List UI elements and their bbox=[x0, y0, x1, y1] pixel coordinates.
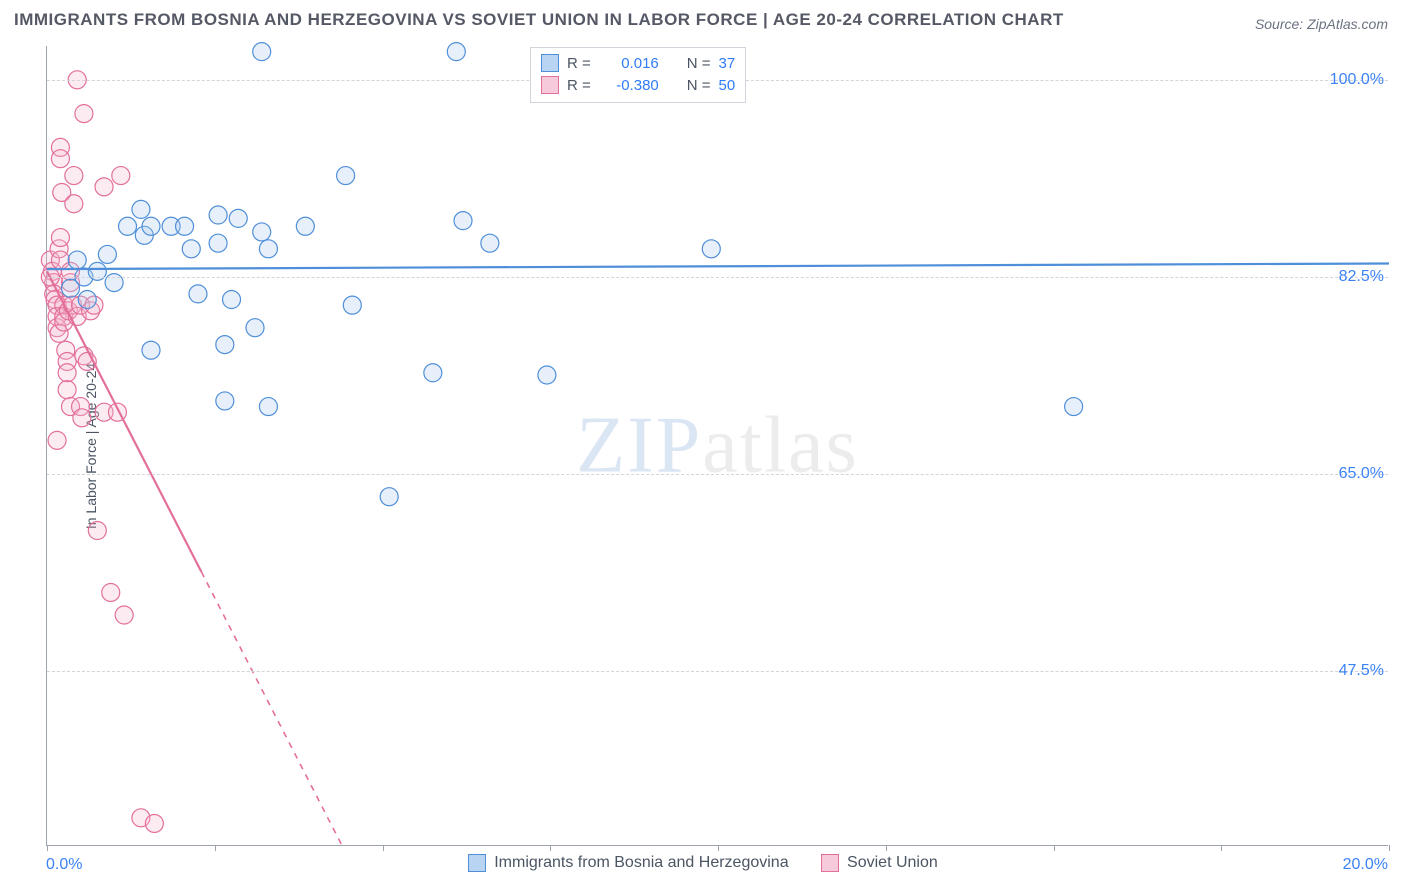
data-point-bosnia bbox=[447, 43, 465, 61]
data-point-soviet bbox=[51, 150, 69, 168]
legend-item-bosnia: Immigrants from Bosnia and Herzegovina bbox=[468, 854, 788, 872]
swatch-bosnia bbox=[468, 854, 486, 872]
data-point-bosnia bbox=[119, 217, 137, 235]
trendline-bosnia bbox=[47, 263, 1389, 269]
swatch-soviet bbox=[541, 76, 559, 94]
data-point-soviet bbox=[75, 105, 93, 123]
data-point-bosnia bbox=[454, 212, 472, 230]
data-point-soviet bbox=[112, 167, 130, 185]
data-point-bosnia bbox=[424, 364, 442, 382]
legend-label-bosnia: Immigrants from Bosnia and Herzegovina bbox=[494, 854, 788, 872]
data-point-soviet bbox=[65, 195, 83, 213]
legend-bottom: Immigrants from Bosnia and Herzegovina S… bbox=[0, 854, 1406, 877]
data-point-bosnia bbox=[702, 240, 720, 258]
data-point-bosnia bbox=[78, 291, 96, 309]
source-label: Source: ZipAtlas.com bbox=[1255, 16, 1388, 32]
scatter-svg bbox=[47, 46, 1389, 846]
data-point-bosnia bbox=[176, 217, 194, 235]
x-tick bbox=[886, 845, 887, 851]
n-value-bosnia: 37 bbox=[719, 55, 736, 72]
data-point-bosnia bbox=[1065, 398, 1083, 416]
x-axis-min-label: 0.0% bbox=[46, 856, 82, 874]
data-point-bosnia bbox=[380, 488, 398, 506]
r-label: R = bbox=[567, 77, 591, 94]
n-label: N = bbox=[687, 55, 711, 72]
data-point-bosnia bbox=[142, 341, 160, 359]
data-point-bosnia bbox=[253, 223, 271, 241]
y-tick-label: 100.0% bbox=[1330, 71, 1384, 89]
data-point-soviet bbox=[73, 409, 91, 427]
data-point-bosnia bbox=[253, 43, 271, 61]
chart-title: IMMIGRANTS FROM BOSNIA AND HERZEGOVINA V… bbox=[14, 10, 1064, 30]
n-value-soviet: 50 bbox=[719, 77, 736, 94]
legend-row-bosnia: R = 0.016 N = 37 bbox=[541, 52, 735, 74]
x-tick bbox=[1389, 845, 1390, 851]
data-point-soviet bbox=[102, 583, 120, 601]
x-tick bbox=[718, 845, 719, 851]
data-point-bosnia bbox=[481, 234, 499, 252]
data-point-bosnia bbox=[68, 251, 86, 269]
r-label: R = bbox=[567, 55, 591, 72]
x-tick bbox=[47, 845, 48, 851]
y-tick-label: 65.0% bbox=[1339, 465, 1384, 483]
data-point-soviet bbox=[51, 229, 69, 247]
data-point-bosnia bbox=[259, 398, 277, 416]
x-tick bbox=[1221, 845, 1222, 851]
legend-item-soviet: Soviet Union bbox=[821, 854, 938, 872]
data-point-bosnia bbox=[223, 291, 241, 309]
data-point-bosnia bbox=[189, 285, 207, 303]
data-point-soviet bbox=[115, 606, 133, 624]
data-point-bosnia bbox=[182, 240, 200, 258]
data-point-soviet bbox=[48, 431, 66, 449]
data-point-soviet bbox=[145, 814, 163, 832]
x-tick bbox=[383, 845, 384, 851]
data-point-soviet bbox=[65, 167, 83, 185]
data-point-soviet bbox=[95, 178, 113, 196]
swatch-bosnia bbox=[541, 54, 559, 72]
x-axis-max-label: 20.0% bbox=[1343, 856, 1388, 874]
data-point-bosnia bbox=[98, 245, 116, 263]
trendline-soviet bbox=[47, 271, 201, 571]
r-value-bosnia: 0.016 bbox=[599, 55, 659, 72]
x-tick bbox=[215, 845, 216, 851]
data-point-bosnia bbox=[259, 240, 277, 258]
data-point-soviet bbox=[88, 522, 106, 540]
n-label: N = bbox=[687, 77, 711, 94]
data-point-bosnia bbox=[209, 234, 227, 252]
data-point-bosnia bbox=[343, 296, 361, 314]
gridline bbox=[47, 277, 1388, 278]
r-value-soviet: -0.380 bbox=[599, 77, 659, 94]
data-point-bosnia bbox=[132, 200, 150, 218]
x-tick bbox=[1054, 845, 1055, 851]
y-tick-label: 47.5% bbox=[1339, 662, 1384, 680]
data-point-soviet bbox=[58, 364, 76, 382]
trendline-extrapolated-soviet bbox=[201, 572, 342, 846]
gridline bbox=[47, 671, 1388, 672]
x-tick bbox=[550, 845, 551, 851]
data-point-bosnia bbox=[216, 336, 234, 354]
data-point-bosnia bbox=[209, 206, 227, 224]
y-tick-label: 82.5% bbox=[1339, 268, 1384, 286]
legend-row-soviet: R = -0.380 N = 50 bbox=[541, 74, 735, 96]
data-point-bosnia bbox=[337, 167, 355, 185]
swatch-soviet bbox=[821, 854, 839, 872]
data-point-bosnia bbox=[538, 366, 556, 384]
data-point-bosnia bbox=[229, 209, 247, 227]
legend-label-soviet: Soviet Union bbox=[847, 854, 938, 872]
data-point-bosnia bbox=[142, 217, 160, 235]
data-point-soviet bbox=[58, 381, 76, 399]
gridline bbox=[47, 474, 1388, 475]
data-point-bosnia bbox=[246, 319, 264, 337]
plot-area: ZIPatlas bbox=[46, 46, 1388, 846]
data-point-bosnia bbox=[216, 392, 234, 410]
data-point-bosnia bbox=[296, 217, 314, 235]
legend-correlation-box: R = 0.016 N = 37 R = -0.380 N = 50 bbox=[530, 47, 746, 103]
